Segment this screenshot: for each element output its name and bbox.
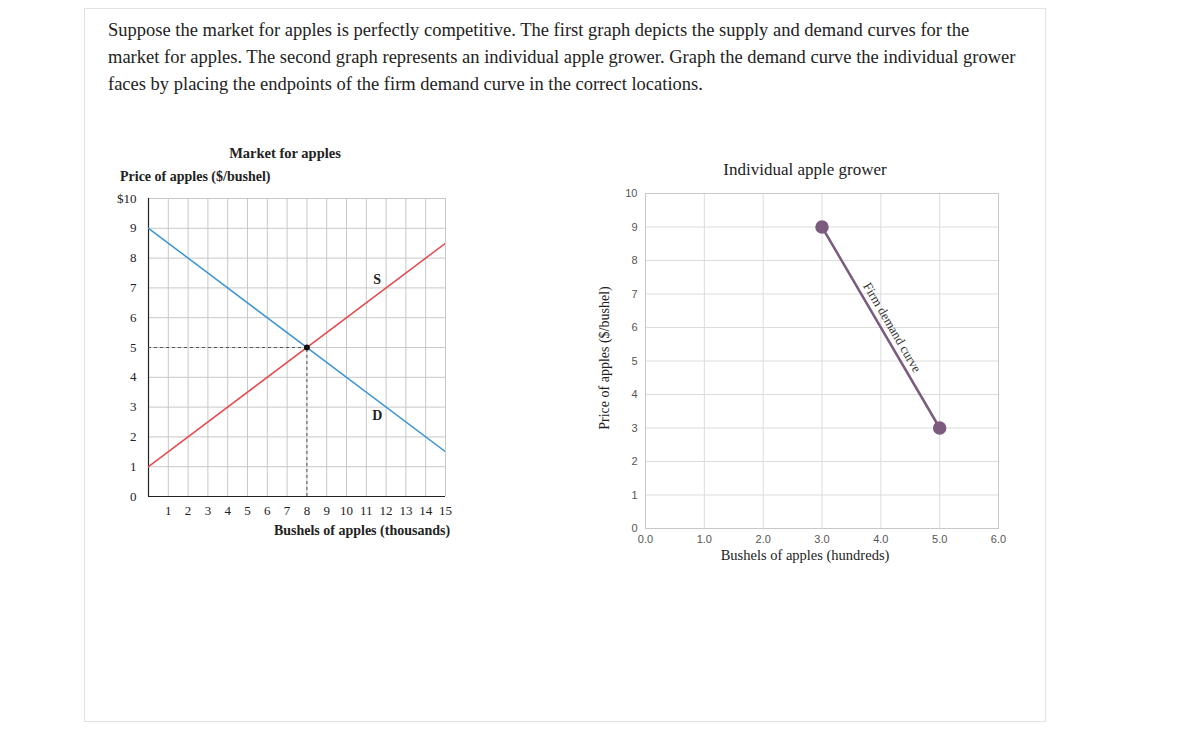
svg-text:5: 5 [631, 355, 637, 367]
svg-text:5: 5 [130, 340, 137, 355]
html-text:Bushels of apples (hundreds): Bushels of apples (hundreds) [720, 547, 890, 563]
svg-text:7: 7 [284, 503, 291, 518]
svg-text:6.0: 6.0 [991, 533, 1006, 545]
html-text:Individual apple grower: Individual apple grower [723, 160, 887, 179]
svg-text:14: 14 [419, 503, 433, 518]
svg-text:3: 3 [130, 399, 137, 414]
svg-text:5: 5 [244, 503, 251, 518]
svg-text:2: 2 [130, 429, 137, 444]
svg-text:0.0: 0.0 [638, 533, 653, 545]
svg-text:10: 10 [625, 187, 637, 199]
svg-text:Firm demand curve: Firm demand curve [860, 280, 924, 376]
svg-text:15: 15 [439, 503, 452, 518]
svg-text:8: 8 [304, 503, 311, 518]
svg-text:1: 1 [130, 459, 137, 474]
svg-text:9: 9 [323, 503, 330, 518]
html-text:Price of apples ($/bushel): Price of apples ($/bushel) [597, 286, 612, 430]
svg-text:7: 7 [631, 288, 637, 300]
svg-text:12: 12 [380, 503, 393, 518]
svg-text:6: 6 [631, 321, 637, 333]
svg-text:13: 13 [399, 503, 412, 518]
svg-text:$10: $10 [117, 191, 137, 206]
svg-text:4.0: 4.0 [873, 533, 888, 545]
svg-text:4: 4 [130, 369, 137, 384]
svg-text:6: 6 [264, 503, 271, 518]
svg-text:8: 8 [631, 254, 637, 266]
svg-text:9: 9 [631, 221, 637, 233]
html-text:Market for apples: Market for apples [229, 145, 341, 161]
svg-text:11: 11 [360, 503, 373, 518]
svg-text:2: 2 [185, 503, 192, 518]
svg-text:D: D [372, 408, 382, 423]
svg-text:3: 3 [205, 503, 212, 518]
svg-text:7: 7 [130, 280, 137, 295]
html-text:Price of apples ($/bushel): Price of apples ($/bushel) [120, 169, 271, 184]
svg-text:0: 0 [130, 489, 137, 504]
svg-text:3.0: 3.0 [814, 533, 829, 545]
svg-text:1.0: 1.0 [697, 533, 712, 545]
svg-text:2: 2 [631, 455, 637, 467]
svg-text:8: 8 [130, 250, 137, 265]
svg-text:1: 1 [631, 489, 637, 501]
svg-text:3: 3 [631, 422, 637, 434]
svg-text:5.0: 5.0 [932, 533, 947, 545]
svg-text:2.0: 2.0 [756, 533, 771, 545]
svg-text:10: 10 [340, 503, 353, 518]
svg-text:4: 4 [631, 388, 637, 400]
svg-text:S: S [373, 272, 381, 287]
svg-text:4: 4 [224, 503, 231, 518]
html-text:Suppose the market for apples: Suppose the market for apples is perfect… [108, 20, 1016, 94]
svg-text:0: 0 [631, 522, 637, 534]
svg-text:1: 1 [165, 503, 172, 518]
svg-text:6: 6 [130, 310, 137, 325]
html-text:Bushels of apples (thousands): Bushels of apples (thousands) [273, 523, 451, 538]
svg-text:9: 9 [130, 220, 137, 235]
